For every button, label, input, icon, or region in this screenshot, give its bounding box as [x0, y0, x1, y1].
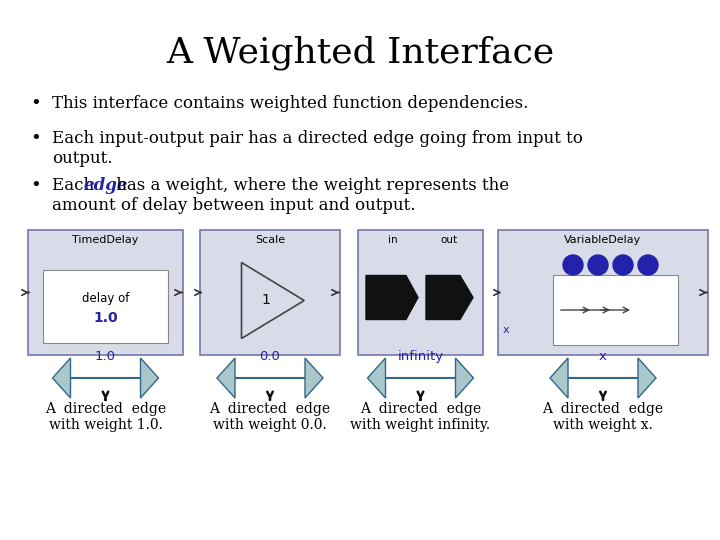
Text: x: x — [503, 325, 510, 335]
Polygon shape — [638, 358, 656, 398]
Circle shape — [563, 255, 583, 275]
Text: •: • — [30, 177, 41, 195]
Polygon shape — [426, 275, 473, 320]
Bar — [358, 230, 483, 355]
Text: Scale: Scale — [255, 235, 285, 245]
Text: A  directed  edge
with weight 0.0.: A directed edge with weight 0.0. — [210, 402, 330, 432]
Bar — [200, 230, 340, 355]
Text: in: in — [388, 235, 398, 245]
Text: delay of: delay of — [82, 292, 129, 305]
Text: infinity: infinity — [397, 350, 444, 363]
Text: edge: edge — [83, 177, 127, 194]
Text: 1: 1 — [261, 294, 271, 307]
Text: 0.0: 0.0 — [260, 350, 280, 363]
Text: x: x — [599, 350, 607, 363]
Text: A  directed  edge
with weight infinity.: A directed edge with weight infinity. — [351, 402, 490, 432]
Circle shape — [638, 255, 658, 275]
Text: VariableDelay: VariableDelay — [564, 235, 642, 245]
Polygon shape — [53, 358, 71, 398]
Bar — [498, 230, 708, 355]
Text: A  directed  edge
with weight x.: A directed edge with weight x. — [542, 402, 664, 432]
Text: 1.0: 1.0 — [95, 350, 116, 363]
Polygon shape — [241, 262, 304, 339]
Polygon shape — [456, 358, 474, 398]
Text: TimedDelay: TimedDelay — [72, 235, 139, 245]
Polygon shape — [550, 358, 568, 398]
Text: A Weighted Interface: A Weighted Interface — [166, 35, 554, 70]
Text: output.: output. — [52, 150, 112, 167]
Text: amount of delay between input and output.: amount of delay between input and output… — [52, 197, 415, 214]
Polygon shape — [366, 275, 418, 320]
Bar — [28, 230, 183, 355]
Bar — [553, 275, 678, 345]
Text: out: out — [441, 235, 458, 245]
Polygon shape — [140, 358, 158, 398]
Polygon shape — [305, 358, 323, 398]
Circle shape — [588, 255, 608, 275]
Polygon shape — [367, 358, 385, 398]
Bar — [43, 270, 168, 343]
Text: has a weight, where the weight represents the: has a weight, where the weight represent… — [111, 177, 509, 194]
Text: •: • — [30, 95, 41, 113]
Circle shape — [613, 255, 633, 275]
Polygon shape — [217, 358, 235, 398]
Text: This interface contains weighted function dependencies.: This interface contains weighted functio… — [52, 95, 528, 112]
Text: Each: Each — [52, 177, 99, 194]
Text: •: • — [30, 130, 41, 148]
Text: Each input-output pair has a directed edge going from input to: Each input-output pair has a directed ed… — [52, 130, 583, 147]
Text: 1.0: 1.0 — [93, 312, 118, 326]
Text: A  directed  edge
with weight 1.0.: A directed edge with weight 1.0. — [45, 402, 166, 432]
